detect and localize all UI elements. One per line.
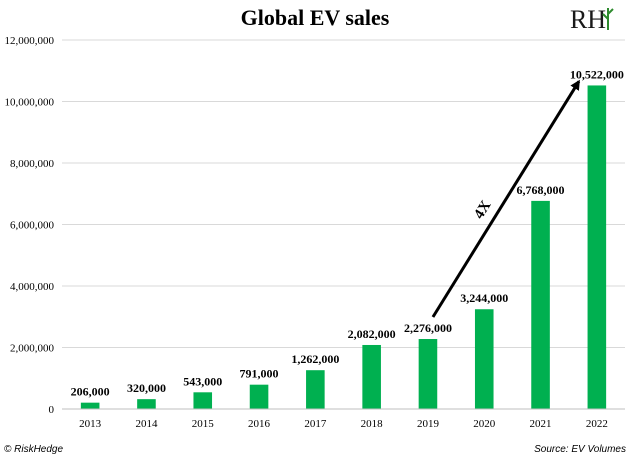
bar-2022 [587,85,607,410]
data-labels: 206,000 320,000 543,000 791,000 1,262,000 2,0… [71,67,624,398]
footer-source: Source: EV Volumes [534,444,626,455]
data-label-2017: 1,262,000 [291,352,339,366]
x-tick-label: 2013 [79,418,102,430]
chart-title: Global EV sales [241,5,390,30]
x-axis: 2013 2014 2015 2016 2017 2018 2019 2020 2021 2022 [62,408,625,430]
data-label-2018: 2,082,000 [348,327,396,341]
y-axis: 0 2,000,000 4,000,000 6,000,000 8,000,000 10,… [5,35,55,416]
brand-logo: RH [570,5,614,34]
y-tick-label: 0 [49,404,55,416]
x-tick-label: 2015 [192,418,215,430]
bar-2013 [80,402,100,409]
x-tick-label: 2016 [248,418,271,430]
data-label-2014: 320,000 [127,381,166,395]
data-label-2020: 3,244,000 [460,291,508,305]
bar-2014 [137,399,156,409]
y-tick-label: 12,000,000 [5,35,55,47]
x-tick-label: 2014 [135,418,158,430]
data-label-2013: 206,000 [71,385,110,399]
logo-leaf-icon [602,8,614,30]
y-tick-label: 6,000,000 [10,220,55,232]
bar-2018 [362,344,381,409]
x-tick-label: 2019 [417,418,440,430]
x-tick-label: 2020 [473,418,496,430]
y-tick-label: 10,000,000 [5,97,55,109]
bar-2016 [249,384,269,409]
bar-2017 [306,370,325,409]
growth-label: 4X [471,198,494,222]
x-tick-label: 2018 [361,418,384,430]
growth-annotation: 4X [431,79,581,318]
x-tick-label: 2021 [530,418,552,430]
bars [80,85,607,410]
data-label-2016: 791,000 [240,367,279,381]
x-tick-label: 2017 [304,418,327,430]
bar-2020 [474,309,494,409]
y-tick-label: 2,000,000 [10,343,55,355]
logo-text: RH [570,5,606,34]
bar-2015 [193,392,213,409]
y-tick-label: 8,000,000 [10,158,55,170]
x-tick-label: 2022 [586,418,608,430]
data-label-2021: 6,768,000 [517,183,565,197]
y-tick-label: 4,000,000 [10,281,55,293]
footer-copyright: © RiskHedge [4,444,63,455]
growth-arrow [431,79,581,318]
bar-2021 [531,200,550,409]
data-label-2015: 543,000 [183,374,222,388]
data-label-2019: 2,276,000 [404,321,452,335]
bar-2019 [418,339,438,409]
data-label-2022: 10,522,000 [570,67,624,81]
